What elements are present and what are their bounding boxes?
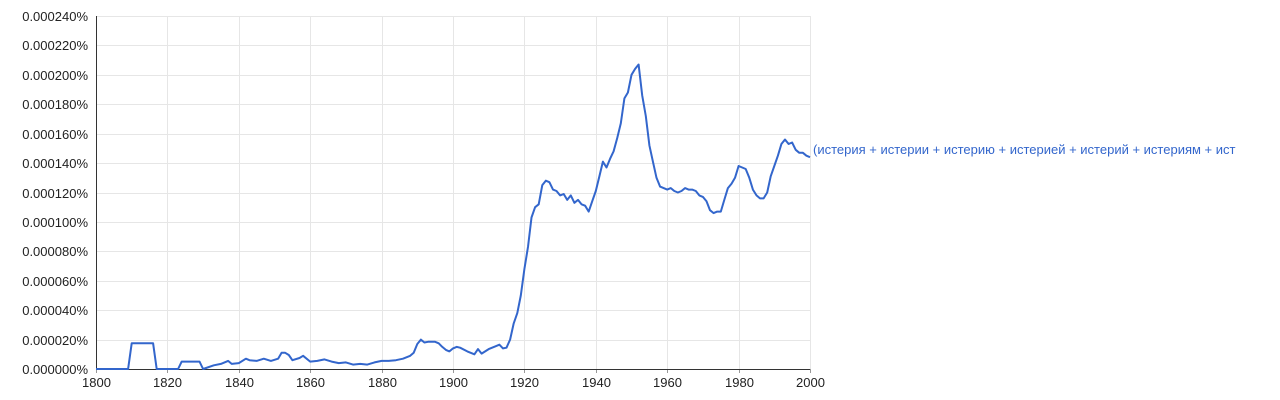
grid-lines xyxy=(96,16,811,370)
series-label[interactable]: (истерия + истерии + истерию + истерией … xyxy=(813,142,1236,157)
x-tick-label: 1960 xyxy=(653,375,682,390)
y-tick-label: 0.000240% xyxy=(22,9,88,24)
y-tick-label: 0.000200% xyxy=(22,68,88,83)
x-tick-label: 1800 xyxy=(82,375,111,390)
y-tick-label: 0.000160% xyxy=(22,127,88,142)
y-tick-label: 0.000140% xyxy=(22,156,88,171)
y-tick-label: 0.000220% xyxy=(22,38,88,53)
y-tick-label: 0.000020% xyxy=(22,333,88,348)
x-tick-label: 1980 xyxy=(725,375,754,390)
x-tick-label: 1880 xyxy=(368,375,397,390)
y-tick-label: 0.000180% xyxy=(22,97,88,112)
x-tick-label: 1940 xyxy=(582,375,611,390)
x-tick-label: 1820 xyxy=(153,375,182,390)
x-axis-tick-labels: 1800 1820 1840 1860 1880 1900 1920 1940 1960 1980… xyxy=(82,375,825,390)
series-line[interactable] xyxy=(96,63,811,370)
y-tick-label: 0.000100% xyxy=(22,215,88,230)
x-tick-label: 1920 xyxy=(510,375,539,390)
series-group: (истерия + истерии + истерию + истерией … xyxy=(96,63,1236,370)
chart-axes xyxy=(96,16,811,373)
x-tick-label: 2000 xyxy=(796,375,825,390)
x-tick-label: 1840 xyxy=(225,375,254,390)
x-tick-label: 1900 xyxy=(439,375,468,390)
y-tick-label: 0.000080% xyxy=(22,244,88,259)
x-tick-label: 1860 xyxy=(296,375,325,390)
y-tick-label: 0.000060% xyxy=(22,274,88,289)
y-tick-label: 0.000040% xyxy=(22,303,88,318)
y-axis-tick-labels: 0.000000% 0.000020% 0.000040% 0.000060% 0.00… xyxy=(22,9,88,377)
y-tick-label: 0.000120% xyxy=(22,186,88,201)
y-tick-label: 0.000000% xyxy=(22,362,88,377)
